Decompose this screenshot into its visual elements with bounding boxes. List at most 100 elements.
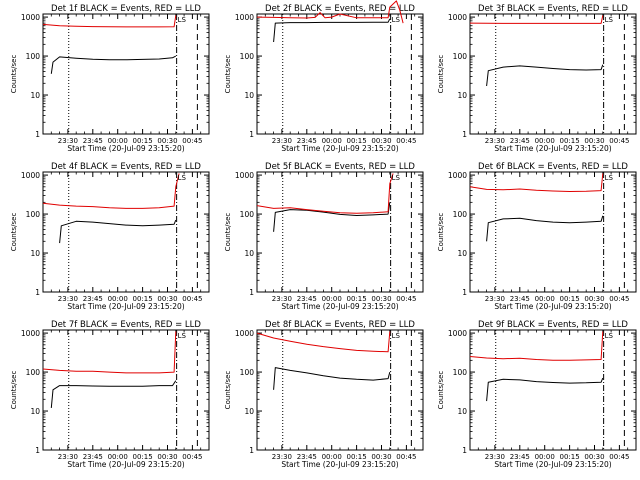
y-tick-label: 10: [30, 91, 40, 100]
series-line-events: [59, 219, 177, 244]
y-tick-label: 1: [35, 130, 40, 139]
x-tick-label: 23:45: [83, 137, 103, 145]
x-axis-label: Start Time (20-Jul-09 23:15:20): [494, 144, 611, 153]
x-axis-label: Start Time (20-Jul-09 23:15:20): [67, 460, 184, 469]
ls-marker-label: LS: [605, 174, 614, 182]
panel-3: Det 3f BLACK = Events, RED = LLD 1 10 100 10…: [437, 4, 637, 153]
y-tick-label: 1000: [21, 329, 40, 338]
x-tick-label: 00:30: [371, 137, 391, 145]
panel-1: Det 1f BLACK = Events, RED = LLD 1 10 100 10…: [10, 4, 210, 153]
series-line-events: [273, 367, 391, 390]
panel-title: Det 1f BLACK = Events, RED = LLD: [51, 4, 201, 14]
x-tick-label: 00:15: [133, 295, 153, 303]
y-tick-label: 10: [244, 407, 254, 416]
x-tick-label: 00:30: [157, 453, 177, 461]
y-tick-label: 10: [457, 249, 467, 258]
series-line-lld: [469, 331, 604, 361]
x-tick-label: 00:45: [609, 453, 629, 461]
x-tick-label: 23:45: [510, 295, 530, 303]
x-tick-label: 23:30: [485, 137, 505, 145]
ls-marker-label: LS: [178, 174, 187, 182]
series-line-events: [273, 202, 391, 232]
series-line-events: [273, 18, 391, 43]
y-tick-label: 10: [457, 91, 467, 100]
x-tick-label: 00:00: [535, 137, 555, 145]
y-tick-label: 1000: [448, 13, 467, 22]
x-tick-label: 00:00: [322, 295, 342, 303]
y-axis-label: Counts/sec: [437, 371, 445, 410]
y-tick-label: 10: [30, 249, 40, 258]
series-line-lld: [42, 331, 177, 374]
x-axis-label: Start Time (20-Jul-09 23:15:20): [494, 302, 611, 311]
x-axis-label: Start Time (20-Jul-09 23:15:20): [494, 460, 611, 469]
x-tick-label: 23:45: [297, 137, 317, 145]
x-tick-label: 23:30: [58, 453, 78, 461]
x-axis-label: Start Time (20-Jul-09 23:15:20): [67, 302, 184, 311]
x-tick-label: 00:15: [560, 295, 580, 303]
x-tick-label: 23:45: [297, 295, 317, 303]
x-tick-label: 00:15: [133, 453, 153, 461]
panel-title: Det 6f BLACK = Events, RED = LLD: [478, 162, 628, 172]
ls-marker-label: LS: [178, 332, 187, 340]
panel-title: Det 9f BLACK = Events, RED = LLD: [478, 320, 628, 330]
x-tick-label: 00:00: [108, 137, 128, 145]
y-tick-label: 10: [30, 407, 40, 416]
x-tick-label: 23:45: [83, 295, 103, 303]
panels-group: Det 1f BLACK = Events, RED = LLD11010010…: [10, 0, 637, 469]
y-tick-label: 10: [244, 91, 254, 100]
series-line-lld: [469, 173, 604, 192]
panel-4: Det 4f BLACK = Events, RED = LLD 1 10 100 10…: [10, 162, 210, 311]
x-tick-label: 00:30: [584, 295, 604, 303]
series-line-lld: [256, 173, 394, 214]
x-tick-label: 00:30: [371, 295, 391, 303]
x-tick-label: 23:45: [510, 137, 530, 145]
panel-8: Det 8f BLACK = Events, RED = LLD 1 10 100 10…: [224, 320, 424, 469]
ls-marker-label: LS: [392, 16, 401, 24]
y-tick-label: 100: [26, 368, 41, 377]
series-line-events: [486, 215, 604, 242]
series-line-lld: [42, 15, 177, 28]
x-tick-label: 00:15: [560, 453, 580, 461]
x-tick-label: 00:00: [322, 453, 342, 461]
x-tick-label: 00:15: [560, 137, 580, 145]
panel-title: Det 2f BLACK = Events, RED = LLD: [265, 4, 415, 14]
x-tick-label: 23:45: [297, 453, 317, 461]
y-tick-label: 1000: [235, 13, 254, 22]
x-tick-label: 00:15: [133, 137, 153, 145]
y-tick-label: 1000: [21, 13, 40, 22]
y-axis-label: Counts/sec: [224, 213, 232, 252]
x-tick-label: 00:00: [535, 295, 555, 303]
y-axis-label: Counts/sec: [437, 213, 445, 252]
x-axis-label: Start Time (20-Jul-09 23:15:20): [281, 460, 398, 469]
x-tick-label: 00:00: [108, 295, 128, 303]
y-axis-label: Counts/sec: [10, 55, 18, 94]
y-tick-label: 10: [244, 249, 254, 258]
y-axis-label: Counts/sec: [437, 55, 445, 94]
x-tick-label: 23:30: [272, 453, 292, 461]
panel-9: Det 9f BLACK = Events, RED = LLD 1 10 100 10…: [437, 320, 637, 469]
series-line-events: [50, 380, 177, 408]
panel-5: Det 5f BLACK = Events, RED = LLD 1 10 100 10…: [224, 162, 424, 311]
y-tick-label: 1000: [448, 329, 467, 338]
x-tick-label: 23:30: [58, 137, 78, 145]
y-tick-label: 100: [240, 52, 255, 61]
x-tick-label: 00:00: [322, 137, 342, 145]
x-axis-label: Start Time (20-Jul-09 23:15:20): [281, 302, 398, 311]
panel-title: Det 4f BLACK = Events, RED = LLD: [51, 162, 201, 172]
x-tick-label: 00:45: [396, 137, 416, 145]
y-axis-label: Counts/sec: [224, 371, 232, 410]
x-tick-label: 00:15: [347, 453, 367, 461]
ls-marker-label: LS: [392, 174, 401, 182]
x-tick-label: 00:30: [371, 453, 391, 461]
x-tick-label: 00:30: [157, 137, 177, 145]
x-tick-label: 00:45: [182, 295, 202, 303]
y-axis-label: Counts/sec: [10, 371, 18, 410]
panel-title: Det 3f BLACK = Events, RED = LLD: [478, 4, 628, 14]
y-tick-label: 100: [453, 368, 468, 377]
y-tick-label: 1000: [21, 171, 40, 180]
panel-title: Det 7f BLACK = Events, RED = LLD: [51, 320, 201, 330]
x-tick-label: 00:45: [182, 137, 202, 145]
y-tick-label: 1: [249, 446, 254, 455]
